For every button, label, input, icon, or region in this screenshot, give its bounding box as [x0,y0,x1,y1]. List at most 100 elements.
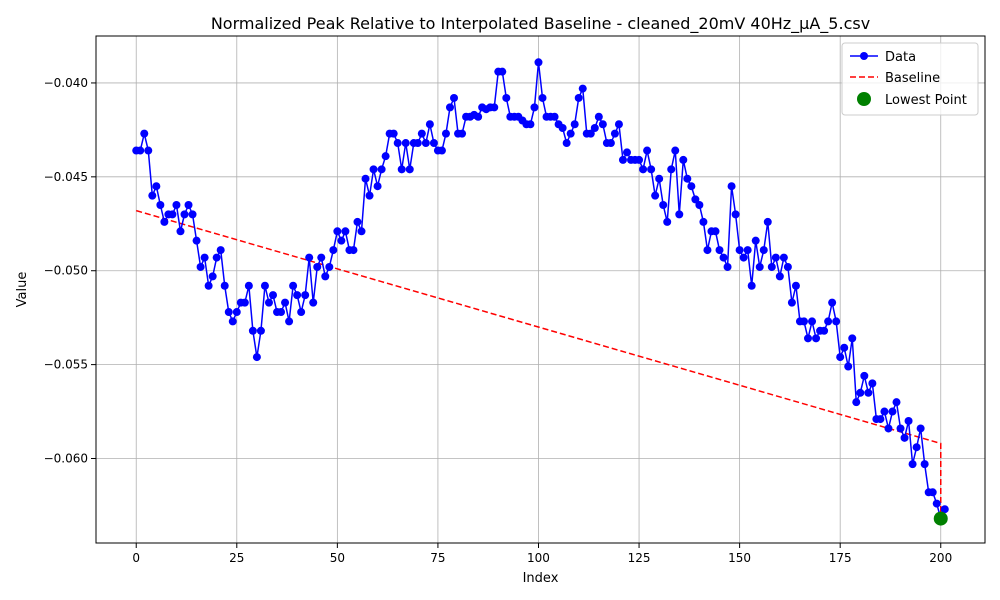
data-point [852,398,861,407]
x-tick-label: 25 [229,551,244,565]
data-point [651,191,660,200]
data-point [256,326,265,335]
data-point [755,262,764,271]
data-point [667,165,676,174]
data-point [900,433,909,442]
data-point [804,334,812,343]
data-point [305,253,314,262]
data-point [622,148,631,157]
data-point [606,139,615,148]
data-point [309,298,318,307]
data-point [534,58,543,67]
data-point [920,460,929,469]
data-point [884,424,893,433]
data-point [731,210,740,219]
data-point [232,308,241,317]
data-point [204,281,213,290]
data-point [148,191,157,200]
data-point [216,246,225,255]
x-tick-label: 125 [628,551,651,565]
data-point [763,217,772,226]
data-point [429,139,438,148]
data-point [908,460,917,469]
data-point [441,129,450,138]
data-point [317,253,326,262]
data-point [425,120,434,129]
data-point [723,262,732,271]
data-point [727,182,736,191]
x-tick-label: 50 [330,551,345,565]
data-point [474,112,483,121]
data-point [220,281,229,290]
data-point [864,388,873,397]
plot-frame [95,35,986,544]
data-point [594,112,603,121]
data-point [160,217,169,226]
data-point [502,93,511,102]
data-point [844,362,853,371]
data-point [341,227,350,236]
data-point [695,201,704,209]
data-point [369,165,378,174]
data-point [932,499,941,508]
data-point [876,415,885,424]
data-point [655,174,664,183]
data-point [196,262,205,271]
x-tick-label: 175 [829,551,852,565]
data-point [836,353,845,362]
data-point [393,139,402,148]
data-point [188,210,197,219]
data-point [373,182,382,191]
data-point [313,262,322,271]
data-point [635,155,644,164]
data-point [759,246,768,255]
x-tick-label: 150 [728,551,751,565]
data-point [703,246,712,255]
data-point [450,93,459,102]
data-point [618,155,627,164]
data-point [743,246,752,255]
data-point [904,416,913,425]
data-point [783,262,792,271]
data-point [711,227,720,236]
data-point [144,146,153,155]
baseline-line [136,209,942,519]
data-point [856,388,865,397]
data-point [357,227,366,236]
data-point [240,298,249,307]
x-tick-label: 200 [929,551,952,565]
data-point [828,298,837,307]
data-point [277,308,286,317]
data-point [643,146,652,155]
data-point [558,124,567,133]
data-point [321,272,330,281]
data-point [675,210,684,219]
data-point [751,236,760,245]
y-axis-ticks: −0.040 −0.045 −0.050 −0.055 −0.060 [44,76,96,466]
data-point [610,129,619,138]
x-tick-label: 0 [132,551,140,565]
data-point [767,262,776,271]
data-point [574,93,583,102]
data-point [389,129,398,138]
data-point [550,112,559,121]
data-point [779,253,788,262]
data-point [614,120,623,129]
data-point [719,253,728,262]
data-point [840,343,849,352]
data-point [928,488,937,497]
y-tick-label: −0.060 [44,452,88,466]
data-point [437,146,446,155]
data-point [687,182,696,191]
baseline-series [136,209,942,519]
data-point [337,236,346,245]
data-point [405,165,414,174]
legend-data-marker [860,52,868,60]
data-point [413,139,422,148]
data-point [293,291,302,300]
data-point [647,165,656,174]
data-point [377,165,386,174]
x-tick-label: 75 [430,551,445,565]
data-point [888,407,897,416]
data-point [787,298,796,307]
